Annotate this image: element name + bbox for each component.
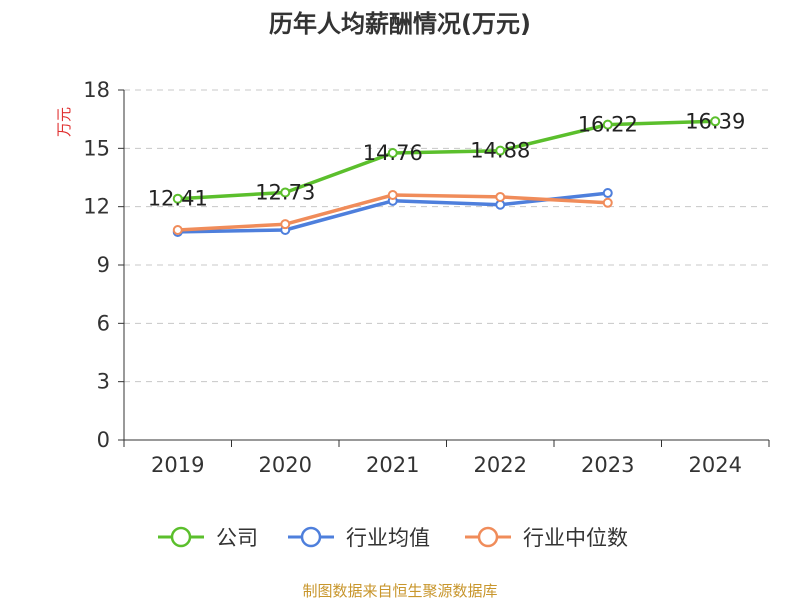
grid-lines [124, 89, 769, 383]
x-tick-label: 2024 [689, 453, 742, 477]
legend-marker-circle [477, 526, 499, 548]
legend-label: 公司 [216, 526, 258, 550]
data-point [172, 225, 183, 235]
data-label: 12.41 [148, 187, 208, 211]
x-tick-label: 2022 [474, 453, 527, 477]
legend-marker-circle [170, 526, 192, 548]
source-note: 制图数据来自恒生聚源数据库 [302, 582, 497, 600]
data-point [710, 116, 721, 127]
legend-marker-circle [300, 526, 322, 548]
data-labels: 12.41 12.73 14.76 14.88 16.22 16.39 [148, 109, 746, 210]
axes: 0 3 6 9 12 15 18 2019 2020 2021 2022 2023 2024 [83, 78, 770, 477]
data-point [602, 188, 613, 199]
legend: 公司 行业均值 行业中位数 [158, 526, 628, 550]
x-tick-label: 2023 [581, 453, 634, 477]
y-tick-label: 15 [83, 136, 110, 160]
series-lines [172, 116, 721, 237]
x-tick-label: 2021 [366, 453, 419, 477]
y-tick-label: 18 [83, 78, 110, 102]
data-point [602, 197, 613, 208]
y-tick-label: 6 [97, 311, 110, 335]
y-tick-label: 3 [97, 370, 110, 394]
data-point [172, 193, 183, 204]
data-point [495, 191, 506, 202]
y-tick-label: 9 [97, 253, 110, 277]
legend-label: 行业均值 [346, 526, 430, 550]
data-label: 12.73 [255, 180, 315, 204]
y-tick-label: 0 [97, 428, 110, 452]
chart-title: 历年人均薪酬情况(万元) [269, 10, 531, 38]
data-label: 14.76 [363, 141, 423, 165]
legend-label: 行业中位数 [523, 526, 628, 550]
data-point [387, 148, 398, 158]
data-point [280, 187, 291, 198]
x-tick-label: 2019 [151, 453, 204, 477]
data-label: 16.39 [685, 109, 745, 133]
data-label: 14.88 [470, 139, 530, 163]
data-point [280, 219, 291, 230]
data-point [602, 119, 613, 130]
y-axis-unit: 万元 [55, 107, 73, 137]
data-label: 16.22 [578, 113, 638, 137]
y-tick-label: 12 [83, 195, 110, 219]
data-point [495, 145, 506, 156]
x-tick-label: 2020 [259, 453, 312, 477]
series-line [176, 119, 718, 201]
data-point [387, 190, 398, 200]
